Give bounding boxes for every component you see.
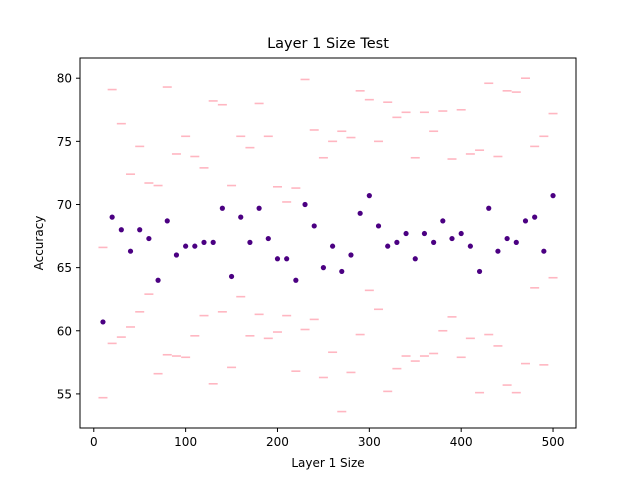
data-point bbox=[495, 248, 501, 254]
plot-area-frame bbox=[79, 57, 577, 429]
y-axis-title: Accuracy bbox=[32, 216, 46, 271]
x-tick-label: 500 bbox=[542, 435, 565, 449]
bound-markers bbox=[98, 77, 558, 413]
data-point bbox=[118, 227, 124, 233]
data-point bbox=[532, 214, 538, 220]
data-point bbox=[522, 218, 529, 224]
data-point bbox=[403, 230, 409, 237]
data-point bbox=[109, 214, 115, 220]
y-tick-label: 70 bbox=[57, 198, 72, 212]
data-point bbox=[357, 210, 363, 216]
data-point bbox=[467, 243, 473, 249]
data-point bbox=[412, 256, 418, 262]
data-point bbox=[146, 235, 152, 242]
data-point bbox=[476, 268, 483, 275]
y-tick-label: 75 bbox=[57, 135, 72, 149]
y-tick-label: 65 bbox=[57, 261, 72, 275]
data-point bbox=[375, 223, 382, 229]
x-tick-label: 400 bbox=[450, 435, 473, 449]
data-point bbox=[431, 239, 437, 245]
data-point bbox=[329, 243, 336, 249]
data-point bbox=[449, 235, 455, 242]
data-point bbox=[274, 256, 281, 262]
data-point bbox=[293, 277, 299, 283]
data-point bbox=[137, 227, 143, 233]
y-tick-label: 80 bbox=[57, 72, 72, 86]
data-point bbox=[550, 193, 556, 199]
y-tick-label: 60 bbox=[57, 324, 72, 338]
y-tick-label: 55 bbox=[57, 387, 72, 401]
data-point bbox=[348, 252, 354, 258]
data-point bbox=[394, 239, 400, 245]
data-point bbox=[247, 239, 253, 245]
data-point bbox=[100, 319, 106, 325]
x-axis-title: Layer 1 Size bbox=[291, 456, 364, 470]
data-point bbox=[366, 193, 372, 199]
data-point bbox=[284, 256, 290, 262]
data-point bbox=[201, 239, 207, 245]
data-point bbox=[504, 235, 510, 242]
x-tick-label: 0 bbox=[90, 435, 98, 449]
data-point bbox=[238, 214, 244, 220]
data-point bbox=[513, 239, 519, 245]
data-point bbox=[458, 230, 464, 237]
data-point bbox=[440, 218, 446, 224]
data-point bbox=[164, 218, 170, 224]
data-point bbox=[228, 273, 235, 280]
x-axis: 0 100 200 300 400 500 bbox=[90, 428, 565, 449]
x-tick-label: 200 bbox=[266, 435, 289, 449]
data-point bbox=[256, 205, 262, 211]
data-point bbox=[219, 205, 225, 211]
y-axis: 55 60 65 70 75 80 bbox=[57, 72, 80, 401]
data-point bbox=[192, 243, 198, 249]
data-point bbox=[311, 223, 317, 229]
data-point bbox=[155, 277, 161, 283]
data-point bbox=[265, 235, 271, 242]
data-point bbox=[385, 243, 391, 249]
data-point bbox=[302, 201, 308, 208]
data-point bbox=[486, 205, 492, 211]
data-point bbox=[127, 248, 134, 254]
data-point bbox=[173, 252, 180, 258]
data-point bbox=[541, 248, 547, 254]
chart-title: Layer 1 Size Test bbox=[267, 36, 389, 52]
data-point bbox=[183, 243, 189, 249]
data-point bbox=[421, 230, 428, 237]
x-tick-label: 300 bbox=[358, 435, 381, 449]
x-tick-label: 100 bbox=[174, 435, 197, 449]
data-point bbox=[210, 239, 216, 245]
data-points bbox=[100, 193, 556, 325]
data-point bbox=[339, 268, 345, 275]
data-point bbox=[320, 265, 327, 271]
